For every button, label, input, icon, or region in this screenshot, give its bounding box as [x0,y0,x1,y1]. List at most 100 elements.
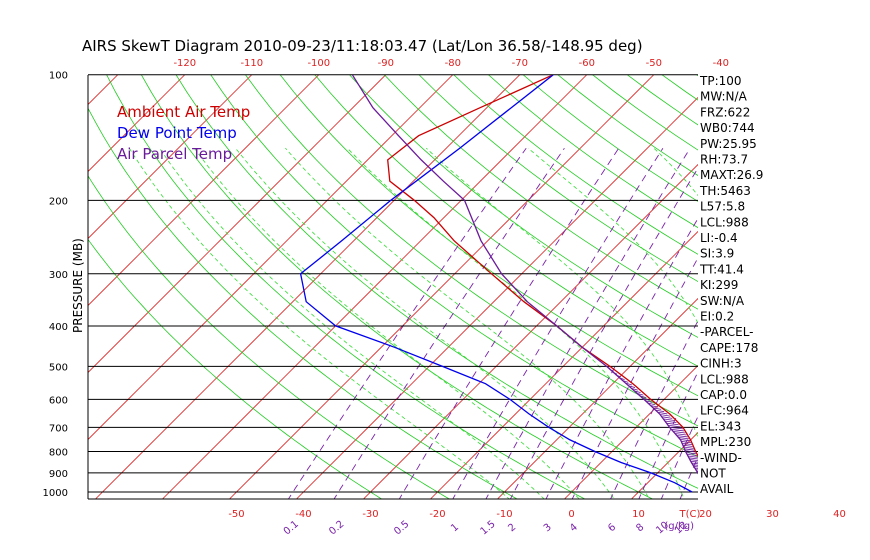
cape-hatch [673,431,686,434]
index-label: SW:N/A [700,294,745,308]
cape-hatch [655,409,665,413]
cape-hatch [667,424,681,428]
pressure-tick-label: 600 [49,395,68,406]
cape-hatch [622,379,629,383]
cape-hatch [606,366,611,369]
index-label: L57:5.8 [700,200,745,214]
isotherm-line [88,75,387,374]
legend-ambient: Ambient Air Temp [117,103,250,121]
series-ambient-air-temp [387,75,698,458]
dry-adiabat-line [88,107,518,499]
index-label: LFC:964 [700,404,749,418]
index-label: LCL:988 [700,372,749,386]
index-label: SI:3.9 [700,247,734,261]
dry-adiabat-line [210,75,698,458]
index-label: CINH:3 [700,357,742,371]
moist-adiabat-line [194,147,580,499]
isotherm-line [295,96,698,499]
dry-adiabat-line [418,75,698,282]
cape-hatch [695,469,698,471]
temp-tick-label: -40 [295,509,311,520]
index-label: EI:0.2 [700,310,734,324]
cape-hatch [676,435,688,438]
cape-hatch [678,437,690,440]
cape-hatch [664,420,677,424]
index-label: CAP:0.0 [700,388,747,402]
index-label: LI:-0.4 [700,231,738,245]
top-temp-tick-label: -100 [307,58,330,69]
isotherm-line [88,75,320,307]
pressure-tick-label: 800 [49,448,68,459]
mixing-ratio-label: 0.1 [282,519,301,538]
isotherm-line [362,163,698,499]
legend-dewpoint: Dew Point Temp [117,124,237,142]
temp-tick-label: 0 [568,509,574,520]
top-temp-tick-label: -70 [512,58,528,69]
pressure-tick-label: 700 [49,423,68,434]
index-label: PW:25.95 [700,137,757,151]
top-temp-tick-label: -120 [173,58,196,69]
cape-hatch [689,459,698,462]
dry-adiabat-line [631,0,870,509]
moist-adiabat-line [128,147,510,499]
isotherm-line [94,75,521,499]
cape-hatch [657,411,668,415]
top-temp-tick-label: -40 [713,58,729,69]
cape-hatch [687,455,698,458]
mixing-ratio-label: 0.2 [327,519,346,538]
cape-hatch [694,467,698,469]
index-label: -PARCEL- [700,325,754,339]
cape-hatch [682,444,693,447]
cape-hatch [696,470,698,472]
cape-hatch [688,457,698,460]
dry-adiabat-line [488,75,698,229]
pressure-tick-label: 500 [49,362,68,373]
index-label: TH:5463 [699,184,751,198]
isotherm-line [88,75,119,106]
mixing-ratio-line [758,148,870,501]
mixing-ratio-label: 3 [542,522,554,535]
dry-adiabat-line [106,75,586,499]
cape-hatch [693,465,698,468]
isotherm-line [88,75,186,173]
cape-hatch [690,460,698,463]
cape-hatch [674,433,687,436]
series-dew-point-temp [299,75,693,493]
dry-adiabat-line [314,75,698,367]
mixing-ratio-label: 0.5 [392,519,411,538]
dry-adiabat-line [349,75,698,338]
cape-hatch [642,397,650,401]
pressure-tick-label: 300 [49,270,68,281]
pressure-lines [88,74,698,493]
index-label: EL:343 [700,419,741,433]
moist-adiabat-line [347,147,685,499]
mixing-ratio-line [287,147,527,499]
mixing-ratio-unit: (g/kg) [664,521,694,532]
cape-hatch [686,453,698,456]
cape-hatch [647,402,656,406]
pressure-tick-label: 100 [49,71,68,82]
cape-hatch [636,392,644,396]
cape-hatch [650,404,659,408]
cape-hatch [661,416,673,419]
dry-adiabat-line [453,75,698,255]
cape-hatch [671,429,685,432]
index-label: RH:73.7 [700,153,748,167]
index-label: MAXT:26.9 [700,168,763,182]
dry-adiabat-line [245,75,698,427]
dry-adiabat-line [175,75,698,489]
top-temp-tick-label: -60 [579,58,595,69]
top-temp-tick-label: -80 [445,58,461,69]
cape-hatch [609,368,614,372]
mixing-ratio-label: 6 [606,522,618,535]
cape-hatch [685,450,696,453]
cape-hatch [615,374,621,378]
mixing-ratio-line [812,148,870,501]
temp-tick-label: 40 [833,509,846,520]
cape-hatch [630,387,638,391]
temp-tick-label: -30 [362,509,378,520]
isotherm-line [755,0,870,509]
isotherm-line [630,431,698,499]
isotherm-line [496,297,698,499]
